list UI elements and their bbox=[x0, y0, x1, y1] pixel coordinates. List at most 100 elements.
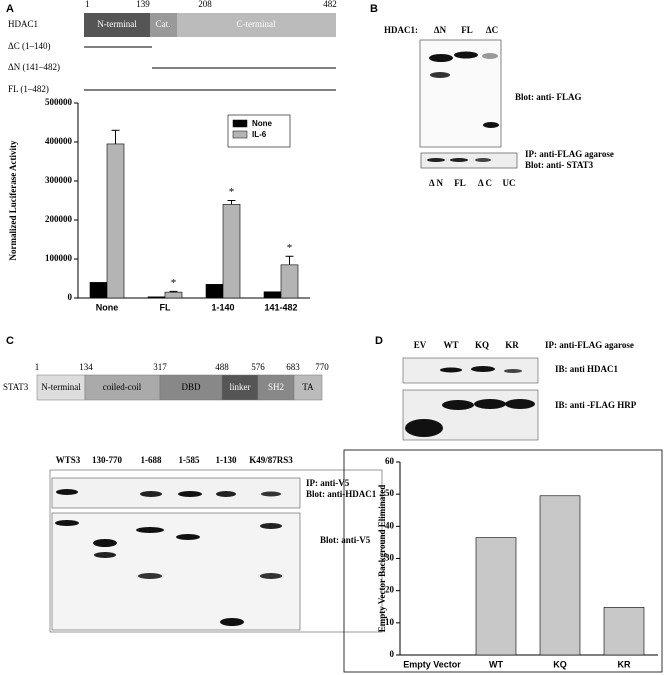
blot-image bbox=[420, 152, 518, 169]
error-bar bbox=[285, 255, 294, 265]
blot-label: IP: anti-FLAG agarose bbox=[545, 340, 634, 350]
y-tick-label: 100000 bbox=[45, 253, 73, 263]
bar bbox=[475, 537, 517, 656]
domain-label: C-terminal bbox=[237, 19, 276, 29]
blot-image bbox=[51, 477, 301, 509]
y-tick-label: 400000 bbox=[45, 136, 73, 146]
annotation: * bbox=[229, 186, 235, 198]
y-tick-label: 200000 bbox=[45, 214, 73, 224]
position: 317 bbox=[153, 362, 167, 372]
panel-label: B bbox=[370, 3, 378, 15]
domain-label: SH2 bbox=[268, 382, 284, 392]
x-tick-label: KQ bbox=[553, 659, 567, 669]
domain-label: TA bbox=[302, 382, 314, 392]
position: 1 bbox=[85, 0, 90, 9]
legend-label: IL-6 bbox=[252, 130, 267, 139]
legend-swatch bbox=[232, 119, 248, 128]
lane-label: 1-585 bbox=[179, 455, 200, 465]
blot-label: IB: anti -FLAG HRP bbox=[555, 400, 637, 410]
position: 134 bbox=[79, 362, 93, 372]
construct: ΔN (141–482) bbox=[8, 62, 60, 72]
blot-label: Blot: anti-V5 bbox=[320, 535, 371, 545]
bar bbox=[89, 282, 108, 299]
y-tick-label: 0 bbox=[390, 649, 395, 659]
blot-image bbox=[402, 357, 539, 384]
lane-label: Δ N bbox=[429, 178, 443, 188]
domain bbox=[257, 374, 295, 401]
y-tick-label: 10 bbox=[385, 617, 395, 627]
position: 208 bbox=[198, 0, 212, 9]
x-tick-label: None bbox=[96, 302, 119, 312]
panel-label: D bbox=[375, 335, 383, 347]
bar bbox=[106, 143, 125, 299]
lane-label: WTS3 bbox=[56, 455, 81, 465]
domain-label: DBD bbox=[181, 382, 201, 392]
x-tick-label: Empty Vector bbox=[403, 659, 461, 669]
bar bbox=[603, 607, 645, 656]
bar bbox=[263, 291, 282, 299]
construct: FL (1–482) bbox=[8, 84, 49, 94]
blot-image bbox=[51, 512, 301, 631]
lane-label: ΔN bbox=[434, 25, 447, 35]
blot-label: IP: anti-V5 bbox=[306, 478, 350, 488]
y-tick-label: 500000 bbox=[45, 97, 73, 107]
panel-label: C bbox=[6, 335, 14, 347]
blot-label: IB: anti HDAC1 bbox=[555, 364, 619, 374]
lane-label: FL bbox=[454, 178, 466, 188]
legend-swatch bbox=[232, 130, 248, 139]
construct: ΔC (1–140) bbox=[8, 41, 51, 51]
bar bbox=[280, 264, 299, 299]
lane-label: K49/87RS3 bbox=[249, 455, 293, 465]
position: 482 bbox=[323, 0, 337, 9]
y-tick-label: 30 bbox=[385, 553, 395, 563]
lane-label: FL bbox=[461, 25, 473, 35]
position: 139 bbox=[136, 0, 150, 9]
lane-label: WT bbox=[443, 340, 458, 350]
blot-frame bbox=[49, 469, 383, 633]
position: 683 bbox=[286, 362, 300, 372]
domain-label: coiled-coil bbox=[103, 382, 142, 392]
lane-label: ΔC bbox=[486, 25, 498, 35]
domain bbox=[150, 13, 177, 37]
lane-label: EV bbox=[414, 340, 427, 350]
domain bbox=[84, 374, 161, 401]
domain bbox=[221, 374, 259, 401]
legend-label: None bbox=[252, 119, 273, 128]
x-tick-label: 141-482 bbox=[264, 302, 297, 312]
protein-name: STAT3 bbox=[3, 382, 29, 392]
position: 488 bbox=[215, 362, 229, 372]
lane-label: 130-770 bbox=[92, 455, 122, 465]
position: 1 bbox=[35, 362, 40, 372]
bar bbox=[222, 204, 241, 299]
bar bbox=[164, 291, 183, 299]
position: 576 bbox=[251, 362, 265, 372]
annotation: * bbox=[171, 277, 177, 289]
domain bbox=[159, 374, 223, 401]
lane-label: UC bbox=[503, 178, 516, 188]
domain-label: linker bbox=[230, 382, 251, 392]
protein-name: HDAC1 bbox=[8, 19, 38, 29]
y-tick-label: 50 bbox=[385, 488, 395, 498]
x-tick-label: FL bbox=[160, 302, 171, 312]
lane-label: 1-130 bbox=[216, 455, 237, 465]
domain bbox=[84, 13, 150, 37]
lane-label: Δ C bbox=[478, 178, 492, 188]
panel-label: A bbox=[6, 3, 14, 15]
domain-label: N-terminal bbox=[41, 382, 81, 392]
chart-frame bbox=[343, 449, 663, 673]
domain-label: Cat. bbox=[156, 19, 171, 29]
blot-label: IP: anti-FLAG agarose bbox=[525, 149, 614, 159]
bar bbox=[205, 284, 224, 299]
domain-label: N-terminal bbox=[97, 19, 137, 29]
blot-label: Blot: anti-HDAC1 bbox=[306, 489, 377, 499]
error-bar bbox=[111, 129, 120, 144]
x-tick-label: 1-140 bbox=[211, 302, 234, 312]
y-tick-label: 20 bbox=[385, 585, 395, 595]
bar bbox=[147, 296, 166, 299]
domain bbox=[293, 374, 323, 401]
x-tick-label: KR bbox=[618, 659, 631, 669]
lane-label: KR bbox=[505, 340, 519, 350]
blot-image bbox=[419, 39, 502, 148]
x-tick-label: WT bbox=[489, 659, 503, 669]
